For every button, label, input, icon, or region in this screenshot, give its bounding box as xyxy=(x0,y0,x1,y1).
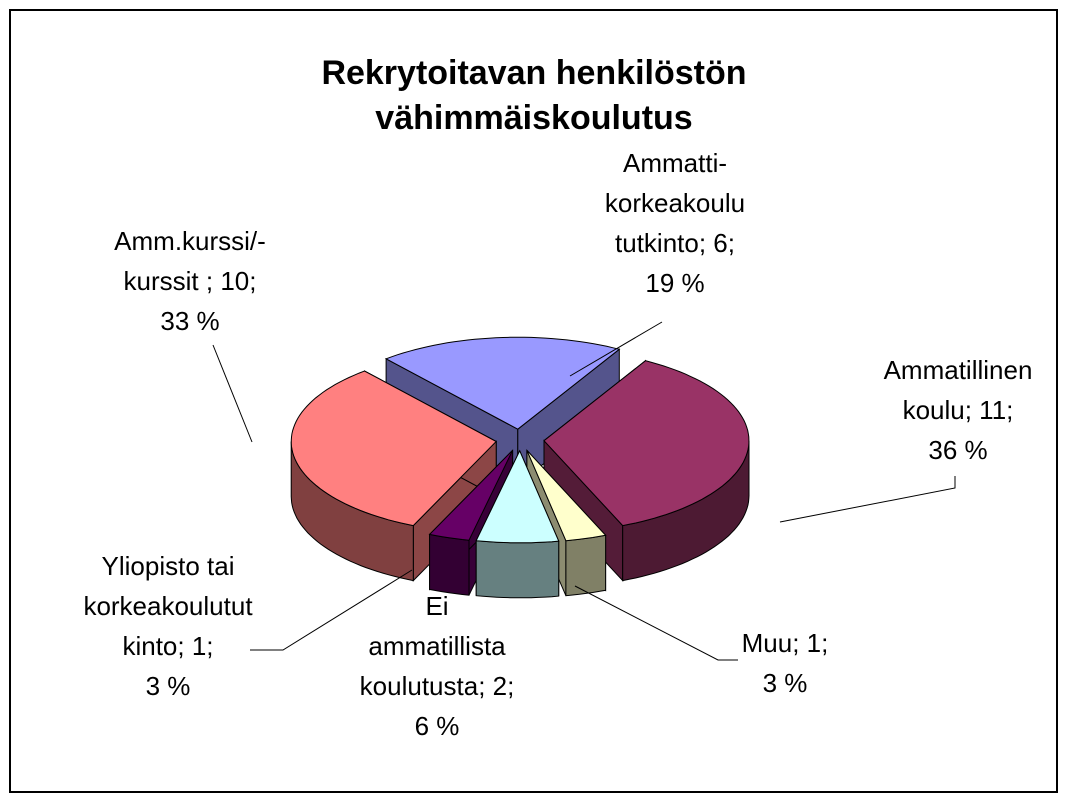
slice xyxy=(290,370,498,527)
slice xyxy=(526,449,607,542)
data-label: 3 % xyxy=(763,668,808,698)
data-label: tutkinto; 6; xyxy=(615,228,735,258)
chart-title: vähimmäiskoulutus xyxy=(375,99,692,137)
slice-side xyxy=(429,533,470,596)
data-label: Amm.kurssi/- xyxy=(114,226,266,256)
data-label: Muu; 1; xyxy=(742,628,829,658)
data-label: Ei xyxy=(425,591,448,621)
data-label: koulu; 11; xyxy=(903,395,1014,425)
slice xyxy=(543,360,750,527)
data-label: Ammatti- xyxy=(623,148,727,178)
data-label: 36 % xyxy=(928,435,987,465)
data-label: korkeakoulu xyxy=(605,188,745,218)
leader-line xyxy=(250,569,413,651)
data-label: 33 % xyxy=(160,306,219,336)
data-label: ammatillista xyxy=(368,631,506,661)
slice-side xyxy=(475,540,560,599)
slice-side xyxy=(565,534,607,597)
leader-line xyxy=(779,476,956,523)
slice xyxy=(428,449,514,541)
data-label: 19 % xyxy=(645,268,704,298)
data-label: korkeakoulutut xyxy=(83,591,253,621)
data-label: kurssit ; 10; xyxy=(124,266,257,296)
data-label: Yliopisto tai xyxy=(102,551,235,581)
data-label: Ammatillinen xyxy=(884,355,1033,385)
data-label: 6 % xyxy=(415,711,460,741)
leader-line xyxy=(212,344,253,443)
slice xyxy=(384,336,621,430)
chart-title: Rekrytoitavan henkilöstön xyxy=(321,54,746,92)
data-label: 3 % xyxy=(146,671,191,701)
data-label: kinto; 1; xyxy=(122,631,213,661)
slice xyxy=(475,449,560,599)
leader-line xyxy=(574,585,738,661)
data-label: koulutusta; 2; xyxy=(360,671,515,701)
slice xyxy=(475,449,560,544)
leader-line xyxy=(569,321,663,377)
